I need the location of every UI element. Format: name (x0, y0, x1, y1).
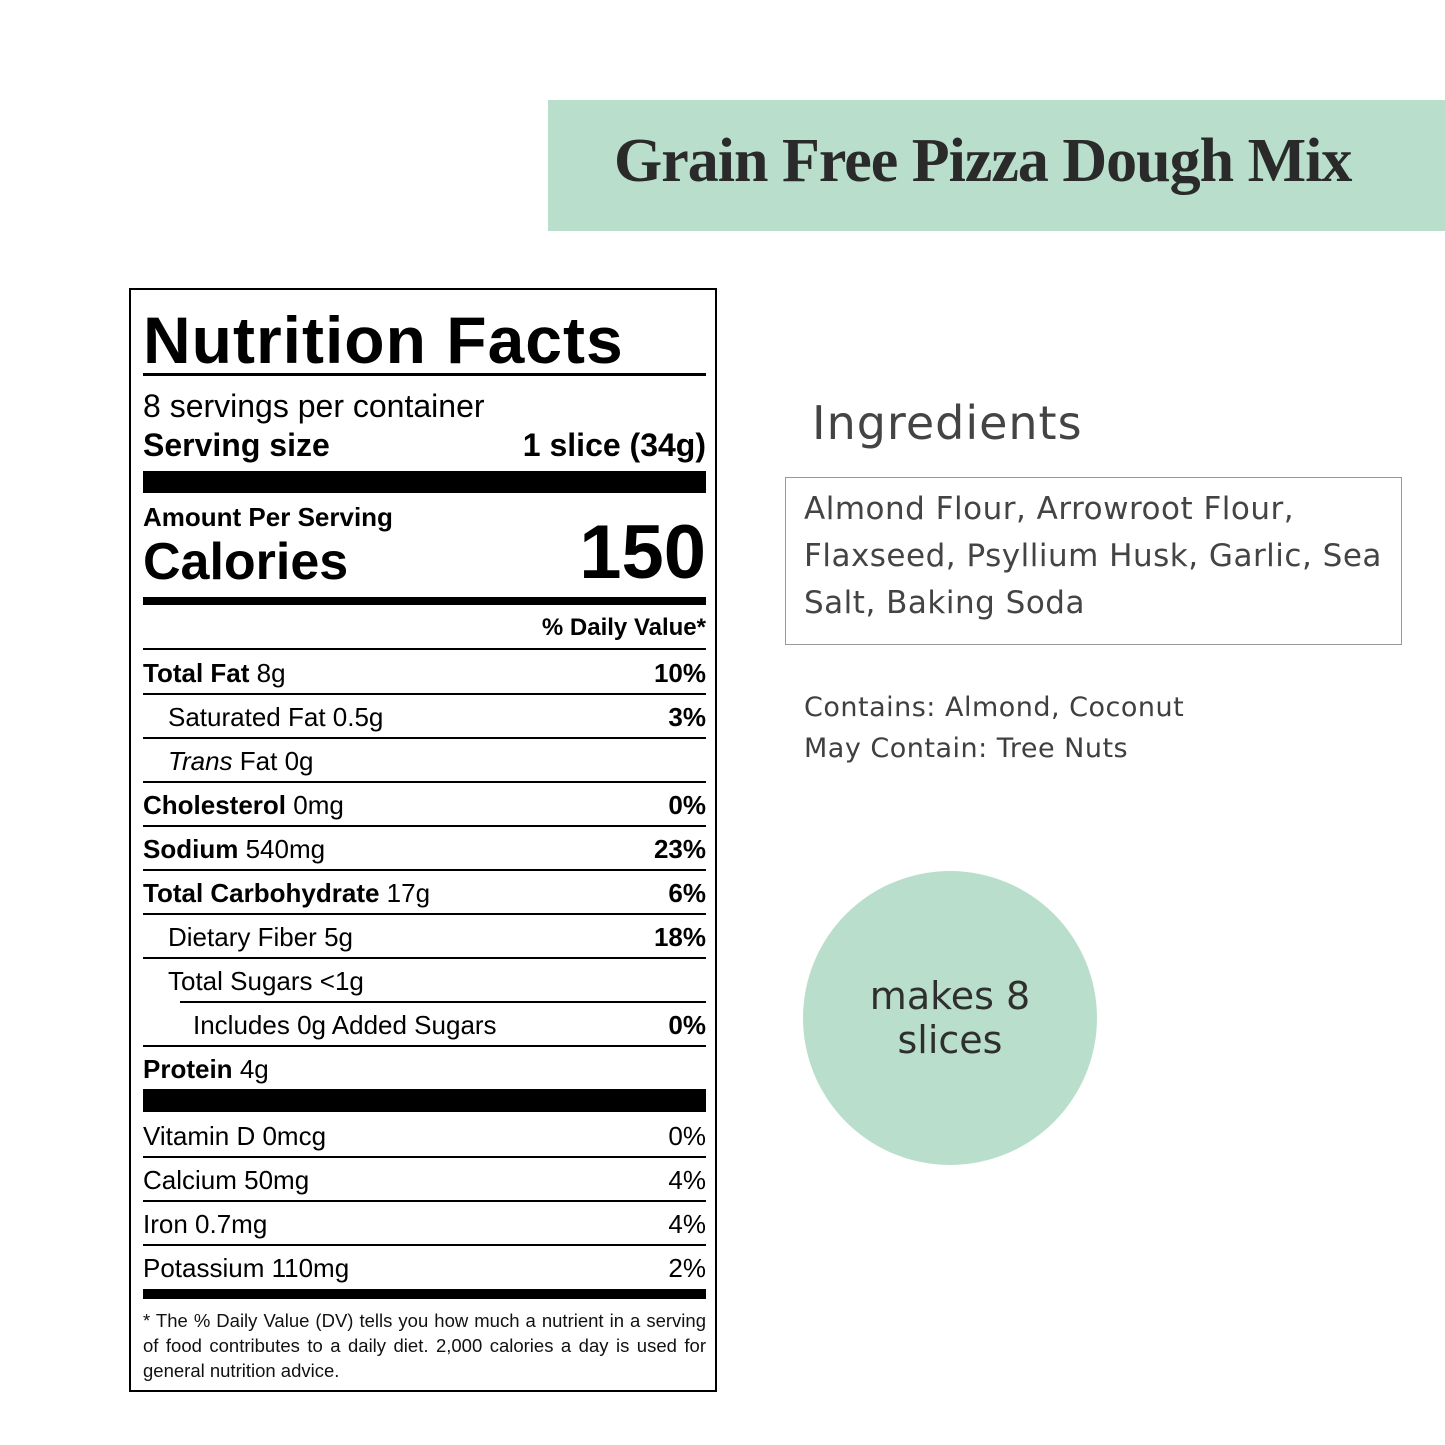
divider (143, 1244, 706, 1246)
micro-row-iron: Iron 0.7mg 4% (143, 1206, 706, 1242)
nutrition-title: Nutrition Facts (143, 303, 624, 377)
nutrition-rows-4-dv: 23% (653, 833, 706, 864)
divider (143, 781, 706, 783)
serving-size-row: Serving size 1 slice (34g) (143, 427, 706, 464)
daily-value-footnote: * The % Daily Value (DV) tells you how m… (143, 1310, 706, 1381)
nutrition-rows-5-name: Total Carbohydrate (143, 877, 380, 908)
nutrient-row-protein: Protein 4g (143, 1051, 706, 1087)
ingredients-heading: Ingredients (812, 396, 1083, 450)
nutrition-rows-0-amount: 8g (256, 657, 286, 688)
ingredients-text: Almond Flour, Arrowroot Flour, Flaxseed,… (804, 491, 1382, 621)
micro-row-calcium: Calcium 50mg 4% (143, 1162, 706, 1198)
nutrition-rows-3-amount: 0mg (293, 789, 344, 820)
nutrition-rows-6-name: Dietary Fiber (168, 921, 317, 952)
medium-divider (143, 597, 706, 605)
nutrient-row-saturated-fat: Saturated Fat 0.5g 3% (143, 699, 706, 735)
divider (143, 1156, 706, 1158)
nutrition-rows-1-amount: 0.5g (332, 701, 384, 732)
nutrition-micros-0-dv: 0% (668, 1120, 706, 1151)
allergen-may-contain: May Contain: Tree Nuts (804, 733, 1129, 764)
micro-row-potassium: Potassium 110mg 2% (143, 1250, 706, 1286)
nutrition-rows-6-dv: 18% (653, 921, 706, 952)
calories-label: Calories (143, 533, 349, 591)
nutrient-row-cholesterol: Cholesterol 0mg 0% (143, 787, 706, 823)
divider (143, 648, 706, 650)
nutrition-facts-label: Nutrition Facts 8 servings per container… (129, 288, 717, 1392)
divider (143, 373, 706, 376)
serving-size-value: 1 slice (34g) (522, 427, 706, 463)
medium-divider (143, 1289, 706, 1299)
divider (143, 913, 706, 915)
nutrition-rows-5-dv: 6% (668, 877, 706, 908)
nutrition-micros-2-dv: 4% (668, 1208, 706, 1239)
calories-row: Calories 150 (143, 510, 706, 595)
nutrition-rows-4-name: Sodium (143, 833, 239, 864)
title-banner: Grain Free Pizza Dough Mix (548, 100, 1445, 231)
nutrient-row-dietary-fiber: Dietary Fiber 5g 18% (143, 919, 706, 955)
badge-line-2: slices (897, 1018, 1003, 1062)
divider (143, 693, 706, 695)
nutrition-rows-3-name: Cholesterol (143, 789, 287, 820)
nutrition-rows-6-amount: 5g (324, 921, 353, 952)
divider (143, 869, 706, 871)
calories-value: 150 (579, 510, 706, 595)
nutrition-rows-2-suffix: Fat (239, 745, 278, 776)
nutrition-rows-1-dv: 3% (668, 701, 706, 732)
divider (143, 957, 706, 959)
daily-value-header: % Daily Value* (541, 614, 706, 641)
nutrition-rows-2-amount: 0g (284, 745, 314, 776)
nutrition-micros-1-dv: 4% (668, 1164, 706, 1195)
nutrition-rows-8-name: Includes 0g Added Sugars (193, 1009, 497, 1040)
divider (143, 737, 706, 739)
nutrition-rows-8-dv: 0% (668, 1009, 706, 1040)
nutrition-rows-4-amount: 540mg (245, 833, 326, 864)
badge-line-1: makes 8 (869, 974, 1031, 1018)
nutrient-row-sodium: Sodium 540mg 23% (143, 831, 706, 867)
divider (143, 1200, 706, 1202)
nutrient-row-total-carbohydrate: Total Carbohydrate 17g 6% (143, 875, 706, 911)
nutrient-row-trans-fat: Trans Fat 0g (143, 743, 706, 779)
nutrition-rows-0-name: Total Fat (143, 657, 250, 688)
divider (143, 1045, 706, 1047)
thick-divider (143, 471, 706, 493)
nutrition-rows-7-name: Total Sugars (168, 965, 313, 996)
nutrition-rows-2-name: Trans (168, 745, 233, 776)
nutrition-micros-2-label: Iron 0.7mg (143, 1208, 268, 1239)
nutrition-rows-1-name: Saturated Fat (168, 701, 326, 732)
nutrient-row-total-fat: Total Fat 8g 10% (143, 655, 706, 691)
nutrition-rows-5-amount: 17g (386, 877, 431, 908)
nutrition-rows-9-name: Protein (143, 1053, 233, 1084)
nutrition-micros-3-label: Potassium 110mg (143, 1252, 350, 1283)
nutrition-rows-3-dv: 0% (668, 789, 706, 820)
allergen-contains: Contains: Almond, Coconut (804, 692, 1185, 723)
nutrition-micros-1-label: Calcium 50mg (143, 1164, 310, 1195)
nutrient-row-added-sugars: Includes 0g Added Sugars 0% (143, 1007, 706, 1043)
servings-badge: makes 8 slices (803, 871, 1097, 1165)
product-title: Grain Free Pizza Dough Mix (614, 127, 1352, 195)
nutrient-row-total-sugars: Total Sugars <1g (143, 963, 706, 999)
micro-row-vitamin-d: Vitamin D 0mcg 0% (143, 1118, 706, 1154)
thick-divider (143, 1089, 706, 1112)
nutrition-rows-0-dv: 10% (653, 657, 706, 688)
servings-per-container: 8 servings per container (143, 388, 485, 424)
serving-size-label: Serving size (143, 427, 330, 463)
divider (143, 825, 706, 827)
amount-per-serving: Amount Per Serving (143, 502, 393, 532)
nutrition-rows-7-amount: <1g (319, 965, 364, 996)
nutrition-micros-0-label: Vitamin D 0mcg (143, 1120, 327, 1151)
ingredients-box: Almond Flour, Arrowroot Flour, Flaxseed,… (785, 477, 1402, 645)
divider (180, 1001, 706, 1003)
nutrition-rows-9-amount: 4g (239, 1053, 269, 1084)
nutrition-micros-3-dv: 2% (668, 1252, 706, 1283)
